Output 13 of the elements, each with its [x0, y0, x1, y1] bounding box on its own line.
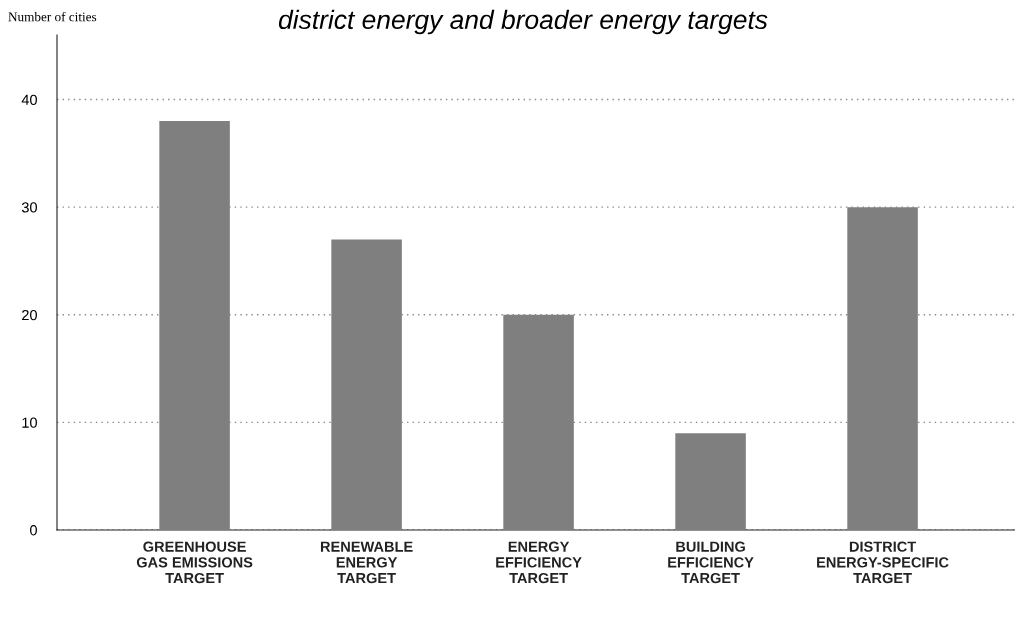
x-tick-label: DISTRICT ENERGY-SPECIFIC TARGET: [817, 541, 949, 584]
x-tick-label: ENERGY EFFICIENCY TARGET: [496, 541, 582, 584]
y-axis-title: Number of cities: [8, 11, 97, 22]
x-tick-label: GREENHOUSE GAS EMISSIONS TARGET: [136, 541, 253, 584]
y-tick-label: 10: [22, 417, 37, 428]
chart-title: district energy and broader energy targets: [278, 9, 768, 35]
y-tick-label: 40: [21, 94, 37, 105]
y-tick-label: 20: [22, 309, 37, 321]
y-tick-label: 30: [21, 202, 37, 213]
y-tick-label: 0: [30, 525, 37, 536]
bar: [675, 433, 746, 530]
x-tick-label: RENEWABLE ENERGY TARGET: [320, 541, 413, 584]
x-tick-label: BUILDING EFFICIENCY TARGET: [668, 541, 754, 584]
